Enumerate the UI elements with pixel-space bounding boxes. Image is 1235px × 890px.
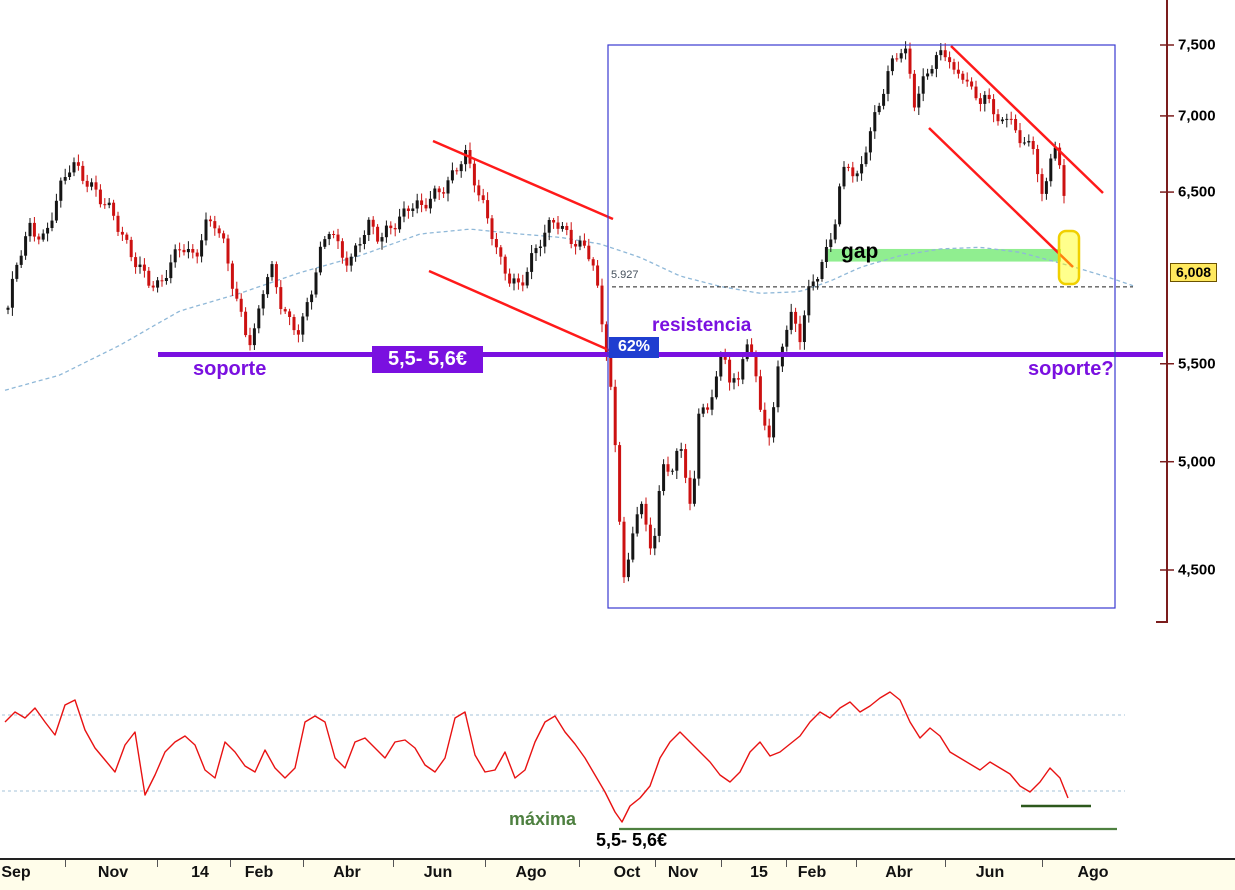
time-axis-label: Jun xyxy=(975,864,1005,881)
support-range-box: 5,5- 5,6€ xyxy=(372,346,483,373)
moving-average-line xyxy=(4,228,1134,391)
gap-band xyxy=(828,248,1061,262)
price-axis-spine xyxy=(1156,0,1174,623)
candlesticks xyxy=(6,41,1066,583)
time-axis-label: Feb xyxy=(797,864,827,881)
time-axis-tick xyxy=(65,860,66,867)
indicator-support-lines xyxy=(619,804,1117,831)
maxima-label: máxima xyxy=(509,809,577,829)
time-axis-tick xyxy=(856,860,857,867)
time-axis-tick xyxy=(157,860,158,867)
trendlines xyxy=(428,45,1104,353)
price-tick-label: 5,500 xyxy=(1178,355,1216,373)
time-axis-tick xyxy=(230,860,231,867)
retracement-badge: 62% xyxy=(609,337,660,358)
indicator-gridlines xyxy=(2,714,1125,792)
resistance-label: resistencia xyxy=(652,315,752,336)
time-axis-label: Ago xyxy=(515,864,547,881)
time-axis-label: Feb xyxy=(244,864,274,881)
time-axis-tick xyxy=(655,860,656,867)
last-price-tag: 6,008 xyxy=(1170,263,1218,282)
time-axis-label: Oct xyxy=(613,864,641,881)
time-axis-tick xyxy=(393,860,394,867)
price-tick-label: 5,000 xyxy=(1178,453,1216,471)
time-axis-label: Abr xyxy=(333,864,361,881)
time-axis-label: Nov xyxy=(97,864,129,881)
price-tick-label: 7,000 xyxy=(1178,107,1216,125)
time-axis-label: Ago xyxy=(1077,864,1109,881)
time-axis-label: Nov xyxy=(667,864,699,881)
time-axis-tick xyxy=(485,860,486,867)
time-axis-tick xyxy=(721,860,722,867)
last-candle-highlight xyxy=(1057,229,1081,286)
zoom-region-box xyxy=(607,44,1116,609)
price-tick-label: 7,500 xyxy=(1178,36,1216,54)
time-axis-label: 14 xyxy=(191,864,209,881)
gap-label: gap xyxy=(841,240,879,263)
time-axis-tick xyxy=(786,860,787,867)
time-axis: Sep Nov 14 Feb Abr Jun Ago Oct Nov 15 Feb Abr Jun Ago xyxy=(0,858,1235,890)
time-axis-label: Abr xyxy=(885,864,913,881)
time-axis-tick xyxy=(579,860,580,867)
time-axis-label: Jun xyxy=(423,864,453,881)
time-axis-tick xyxy=(1042,860,1043,867)
price-tick-label: 6,500 xyxy=(1178,183,1216,201)
indicator-line xyxy=(4,691,1069,823)
ma-value-label: 5.927 xyxy=(611,269,639,281)
support-question-label: soporte? xyxy=(1028,358,1114,380)
time-axis-tick xyxy=(945,860,946,867)
time-axis-label: Sep xyxy=(1,864,31,881)
maxima-range-label: 5,5- 5,6€ xyxy=(596,830,668,850)
price-tick-label: 4,500 xyxy=(1178,561,1216,579)
time-axis-tick xyxy=(303,860,304,867)
time-axis-label: 15 xyxy=(750,864,768,881)
support-label-left: soporte xyxy=(193,358,267,380)
